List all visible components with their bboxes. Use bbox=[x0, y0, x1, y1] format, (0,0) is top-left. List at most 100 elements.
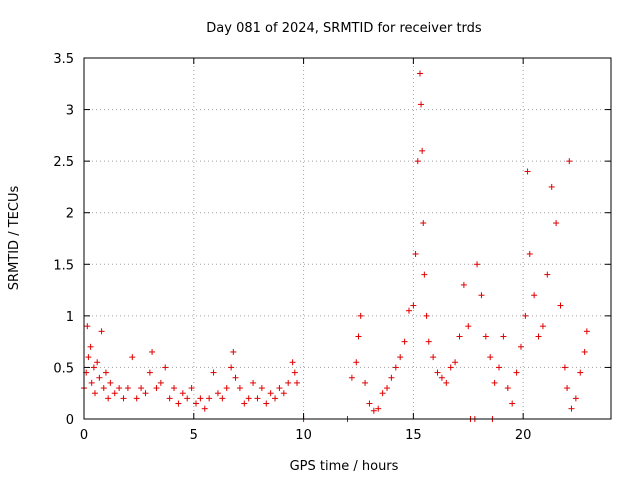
data-point bbox=[188, 385, 195, 392]
data-point bbox=[405, 307, 412, 314]
data-point bbox=[418, 101, 425, 108]
data-point bbox=[487, 354, 494, 361]
data-point bbox=[564, 385, 571, 392]
x-tick-label: 5 bbox=[190, 428, 198, 443]
data-point bbox=[491, 379, 498, 386]
data-point bbox=[179, 390, 186, 397]
plot-frame bbox=[83, 57, 612, 420]
data-point bbox=[210, 369, 217, 376]
data-point bbox=[153, 385, 160, 392]
data-point bbox=[84, 323, 91, 330]
data-point bbox=[171, 385, 178, 392]
data-point bbox=[375, 405, 382, 412]
data-point bbox=[91, 390, 98, 397]
data-point bbox=[434, 369, 441, 376]
data-point bbox=[157, 379, 164, 386]
data-point bbox=[214, 390, 221, 397]
data-point bbox=[412, 250, 419, 257]
y-tick-label: 2 bbox=[66, 207, 74, 222]
x-axis-label: GPS time / hours bbox=[290, 459, 399, 474]
data-point bbox=[228, 364, 235, 371]
data-point bbox=[474, 261, 481, 268]
data-point bbox=[353, 359, 360, 366]
data-point bbox=[384, 385, 391, 392]
data-point bbox=[219, 395, 226, 402]
data-point bbox=[421, 271, 428, 278]
data-point bbox=[166, 395, 173, 402]
data-point bbox=[90, 364, 97, 371]
data-point bbox=[500, 333, 507, 340]
data-point bbox=[116, 385, 123, 392]
data-point bbox=[100, 385, 107, 392]
y-axis-label: SRMTID / TECUs bbox=[7, 186, 22, 291]
data-point bbox=[98, 328, 105, 335]
data-point bbox=[230, 348, 237, 355]
data-point bbox=[583, 328, 590, 335]
data-point bbox=[357, 312, 364, 319]
data-point bbox=[581, 348, 588, 355]
data-point bbox=[577, 369, 584, 376]
data-point bbox=[133, 395, 140, 402]
data-point bbox=[146, 369, 153, 376]
data-point bbox=[280, 390, 287, 397]
data-point bbox=[524, 168, 531, 175]
data-point bbox=[572, 395, 579, 402]
data-point bbox=[553, 220, 560, 227]
axis-ticks: 0 5 10 15 20 0 0.5 1 1.5 2 2.5 3 3.5 bbox=[53, 52, 611, 443]
data-point bbox=[438, 374, 445, 381]
data-point bbox=[236, 385, 243, 392]
data-point bbox=[566, 158, 573, 165]
data-point bbox=[138, 385, 145, 392]
data-point bbox=[355, 333, 362, 340]
data-point bbox=[414, 158, 421, 165]
data-point bbox=[456, 333, 463, 340]
data-point bbox=[87, 343, 94, 350]
data-point bbox=[517, 343, 524, 350]
data-point bbox=[105, 395, 112, 402]
data-point bbox=[522, 312, 529, 319]
data-point bbox=[526, 250, 533, 257]
data-point bbox=[568, 405, 575, 412]
y-tick-label: 1 bbox=[66, 310, 74, 325]
y-tick-label: 2.5 bbox=[53, 155, 74, 170]
y-tick-label: 0 bbox=[66, 413, 74, 428]
data-point bbox=[392, 364, 399, 371]
data-point bbox=[192, 400, 199, 407]
x-tick-label: 0 bbox=[80, 428, 88, 443]
data-point bbox=[124, 385, 131, 392]
data-point bbox=[175, 400, 182, 407]
data-point bbox=[107, 379, 114, 386]
data-point bbox=[509, 400, 516, 407]
data-point bbox=[531, 292, 538, 299]
data-point bbox=[504, 385, 511, 392]
x-tick-label: 15 bbox=[405, 428, 422, 443]
data-point bbox=[254, 395, 261, 402]
data-point bbox=[206, 395, 213, 402]
data-point bbox=[425, 338, 432, 345]
y-tick-label: 3.5 bbox=[53, 52, 74, 67]
data-point bbox=[241, 400, 248, 407]
data-point bbox=[201, 405, 208, 412]
data-point bbox=[452, 359, 459, 366]
data-point bbox=[142, 390, 149, 397]
data-point bbox=[85, 354, 92, 361]
data-point bbox=[362, 379, 369, 386]
data-point bbox=[401, 338, 408, 345]
data-point bbox=[245, 395, 252, 402]
data-point bbox=[419, 147, 426, 154]
data-point bbox=[232, 374, 239, 381]
data-point bbox=[423, 312, 430, 319]
data-point bbox=[96, 374, 103, 381]
data-point bbox=[513, 369, 520, 376]
data-point bbox=[348, 374, 355, 381]
data-point bbox=[102, 369, 109, 376]
data-point bbox=[111, 390, 118, 397]
data-point bbox=[557, 302, 564, 309]
data-point bbox=[539, 323, 546, 330]
data-point bbox=[366, 400, 373, 407]
data-point bbox=[289, 359, 296, 366]
data-point bbox=[379, 390, 386, 397]
y-tick-label: 1.5 bbox=[53, 258, 74, 273]
grid bbox=[84, 58, 611, 419]
data-point bbox=[258, 385, 265, 392]
